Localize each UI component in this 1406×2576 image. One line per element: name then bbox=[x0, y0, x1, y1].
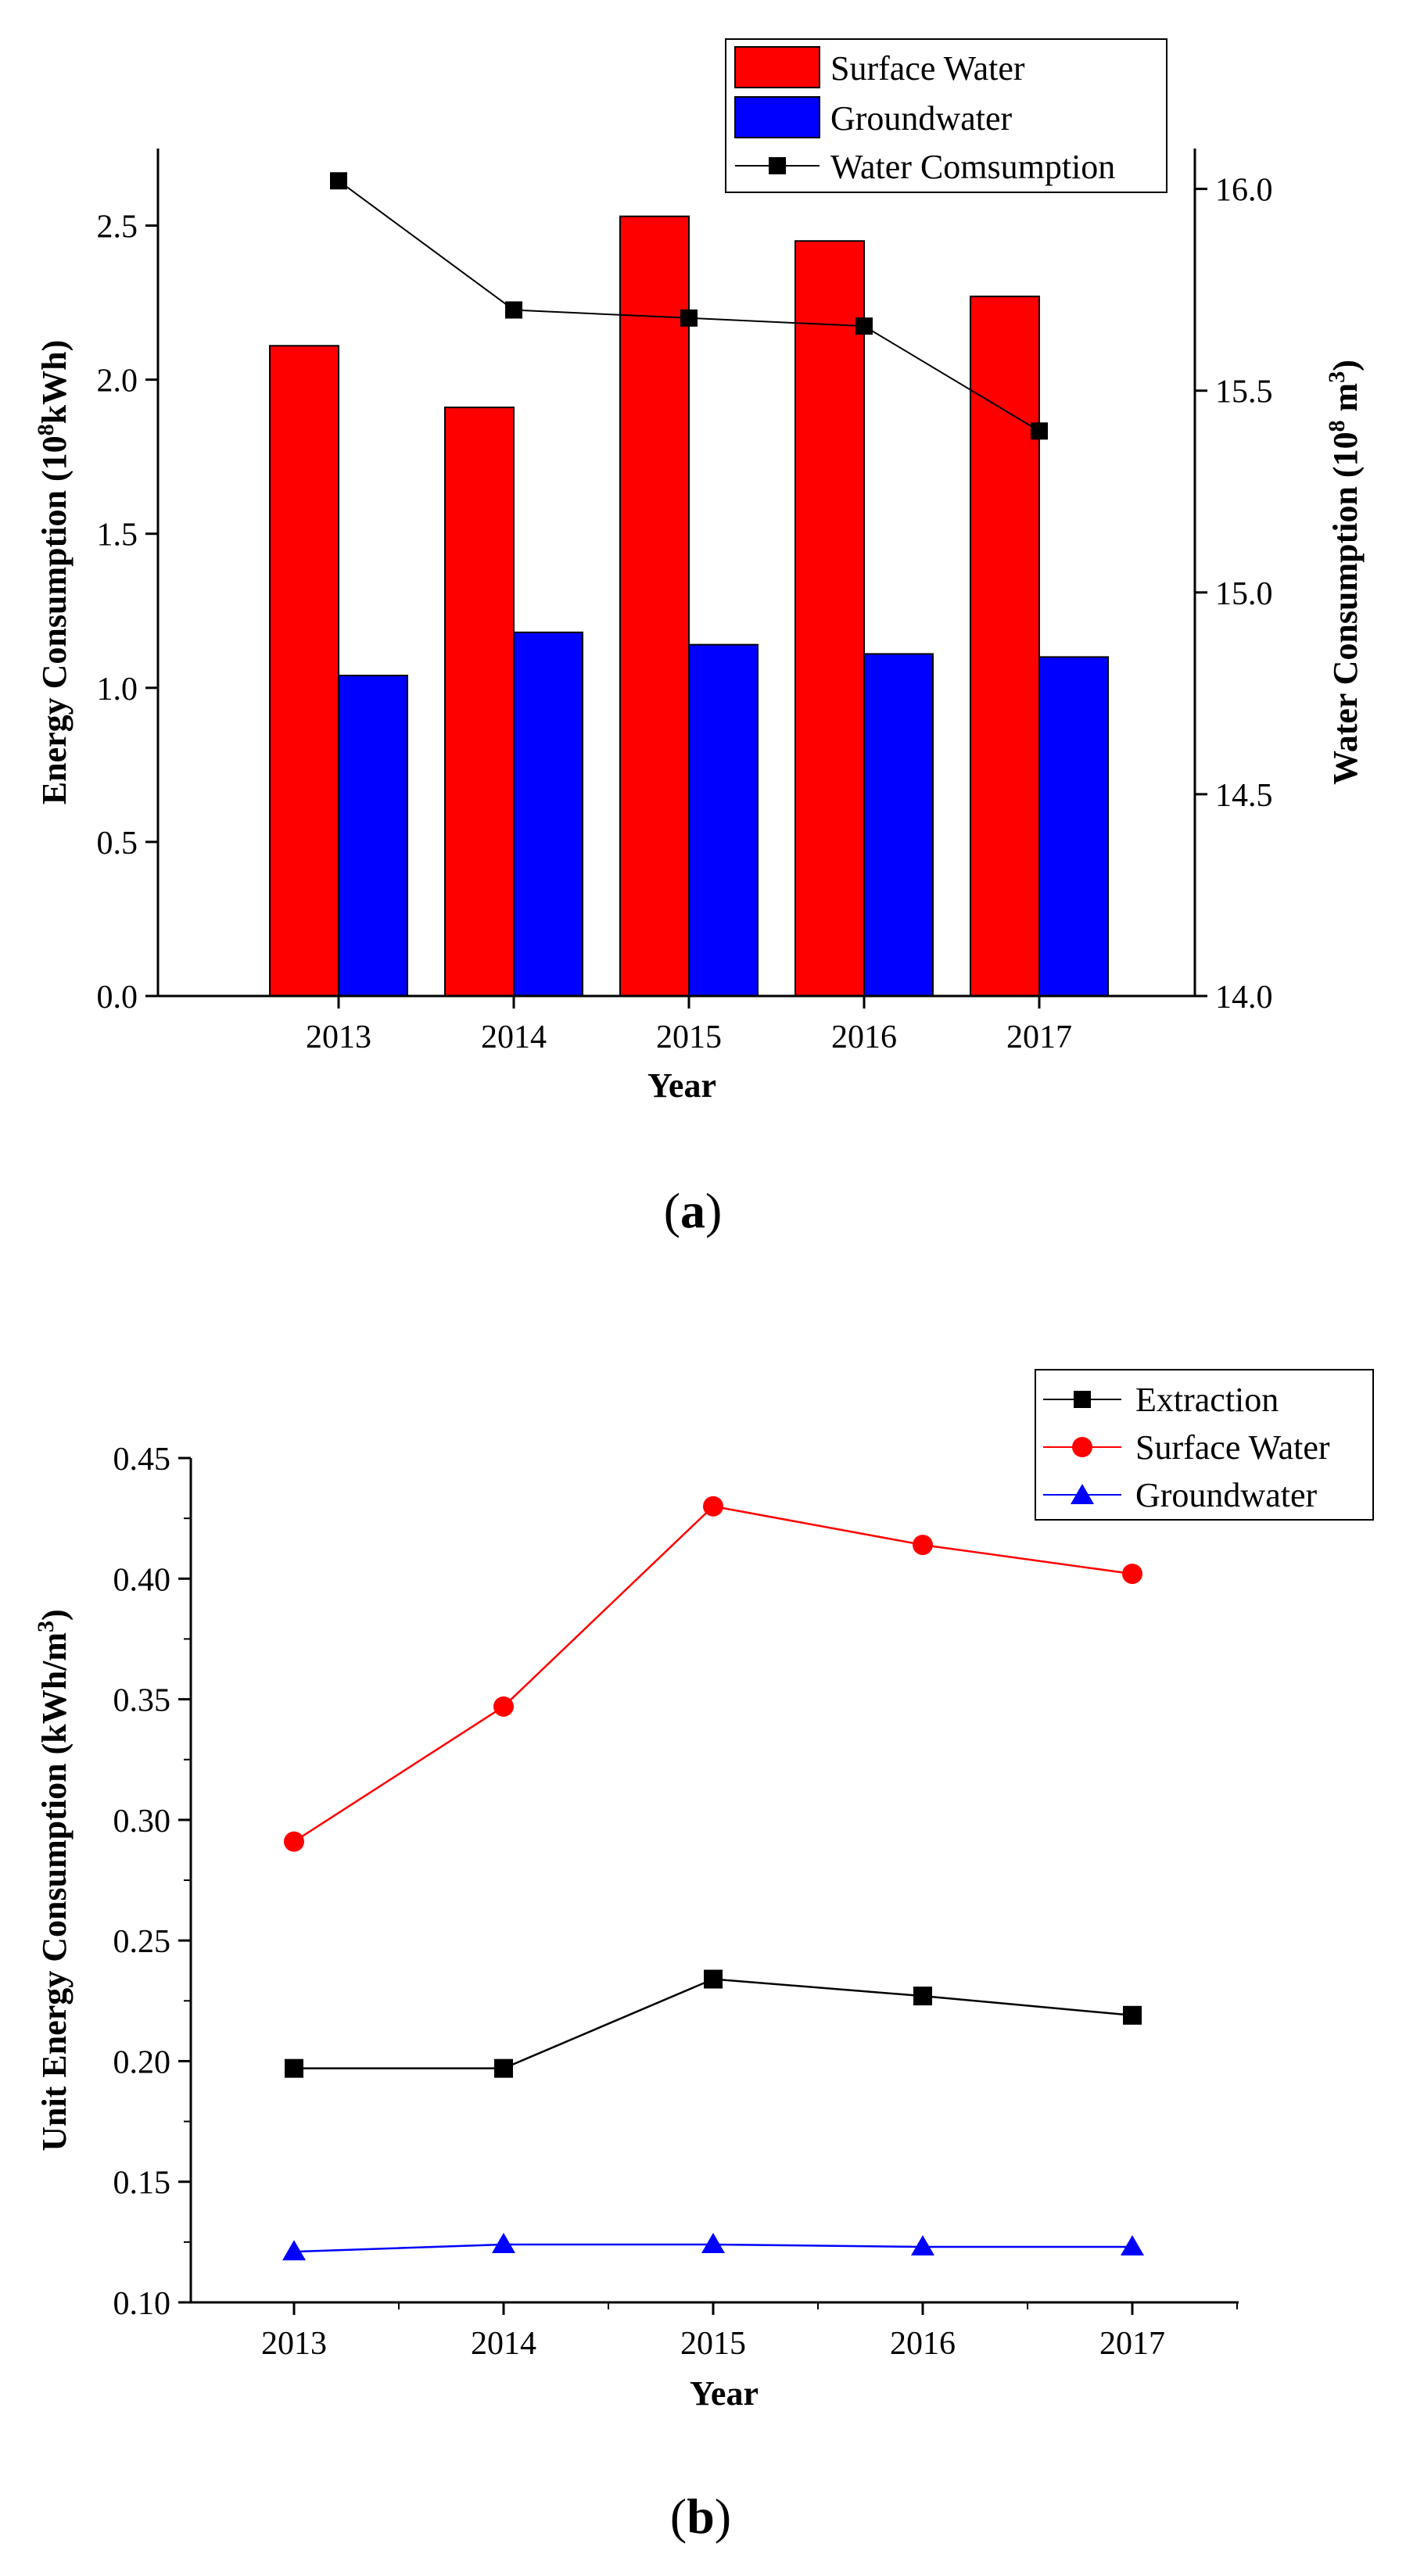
bar-groundwater-2015 bbox=[688, 643, 759, 998]
point-groundwater-2014 bbox=[492, 2232, 515, 2253]
panel-a-right-y-tick-label-14-5: 14.5 bbox=[1215, 778, 1273, 814]
panel-a-label: (a) bbox=[664, 1183, 723, 1238]
bar-surface-water-2013 bbox=[269, 345, 339, 997]
panel-a-left-y-tick-label-0-5: 0.5 bbox=[97, 826, 138, 862]
panel-a-legend-label-groundwater: Groundwater bbox=[830, 99, 1012, 138]
panel-b-y-tick-label-0-35: 0.35 bbox=[113, 1683, 171, 1719]
point-surface-water-2013 bbox=[284, 1831, 304, 1852]
panel-b-x-tick-label-2013: 2013 bbox=[261, 2326, 327, 2362]
panel-a-left-y-tick-label-2-5: 2.5 bbox=[97, 210, 138, 245]
panel-b-x-axis-title: Year bbox=[690, 2374, 759, 2413]
point-surface-water-2017 bbox=[1122, 1564, 1142, 1585]
point-water-comsumption-2017 bbox=[1031, 422, 1048, 440]
panel-a-legend-label-water-consumption: Water Comsumption bbox=[830, 148, 1115, 186]
panel-a-axes bbox=[156, 149, 1196, 998]
panel-b-chart: 2013 2014 2015 2016 2017 0.10 0.15 0.20 0.25 0.3… bbox=[33, 1369, 1374, 2544]
point-extraction-2015 bbox=[704, 1969, 723, 1989]
panel-b-legend-marker-groundwater bbox=[1071, 1484, 1094, 1504]
panel-a-right-y-ticks: 14.0 14.5 15.0 15.5 16.0 bbox=[1195, 173, 1273, 1016]
panel-a-left-y-ticks: 0.0 0.5 1.0 1.5 2.0 2.5 bbox=[97, 210, 158, 1016]
panel-a-x-tick-label-2014: 2014 bbox=[481, 1019, 547, 1055]
panel-a-left-y-tick-label-1-5: 1.5 bbox=[97, 518, 138, 554]
panel-a-x-ticks: 2013 2014 2015 2016 2017 bbox=[306, 996, 1072, 1055]
panel-a-left-y-tick-label-2-0: 2.0 bbox=[97, 364, 138, 399]
panel-b-legend-marker-extraction bbox=[1074, 1391, 1091, 1408]
bar-surface-water-2016 bbox=[794, 240, 865, 998]
panel-b-line-series bbox=[282, 1496, 1144, 2261]
point-surface-water-2015 bbox=[703, 1496, 723, 1517]
point-groundwater-2016 bbox=[911, 2235, 934, 2256]
panel-b-y-tick-label-0-40: 0.40 bbox=[113, 1562, 171, 1598]
point-water-comsumption-2015 bbox=[680, 309, 698, 327]
panel-b-x-tick-label-2014: 2014 bbox=[471, 2326, 536, 2362]
point-groundwater-2013 bbox=[282, 2240, 306, 2261]
panel-b-legend-label-groundwater: Groundwater bbox=[1135, 1476, 1317, 1514]
panel-a-legend-label-surface-water: Surface Water bbox=[830, 49, 1025, 88]
panel-b-x-tick-label-2017: 2017 bbox=[1099, 2326, 1165, 2362]
panel-a-x-axis-title: Year bbox=[647, 1066, 716, 1105]
panel-a-legend-swatch-surface-water bbox=[734, 46, 820, 88]
panel-a-left-y-axis-title: Energy Consumption (108kWh) bbox=[33, 340, 74, 804]
point-surface-water-2014 bbox=[493, 1696, 514, 1717]
point-surface-water-2016 bbox=[913, 1535, 933, 1556]
line-surface-water bbox=[293, 1505, 1133, 1843]
panel-b-y-axis-title: Unit Energy Consumption (kWh/m3) bbox=[33, 1609, 74, 2151]
panel-a-x-tick-label-2017: 2017 bbox=[1006, 1019, 1072, 1055]
panel-a-legend-marker-water-consumption bbox=[769, 157, 786, 174]
point-water-comsumption-2014 bbox=[505, 301, 522, 319]
panel-a-right-y-tick-label-16-0: 16.0 bbox=[1215, 173, 1273, 209]
panel-b-y-tick-label-0-45: 0.45 bbox=[113, 1442, 171, 1478]
bar-groundwater-2016 bbox=[863, 653, 934, 997]
bar-groundwater-2014 bbox=[513, 631, 583, 998]
point-groundwater-2017 bbox=[1121, 2235, 1144, 2256]
panel-a-legend: Surface Water Groundwater Water Comsumpt… bbox=[725, 38, 1167, 193]
panel-b-y-tick-label-0-15: 0.15 bbox=[113, 2166, 171, 2202]
panel-a-right-y-tick-label-15-0: 15.0 bbox=[1215, 576, 1273, 612]
panel-b-label: (b) bbox=[670, 2488, 731, 2544]
panel-a-left-y-tick-label-0-0: 0.0 bbox=[97, 980, 138, 1016]
panel-b-legend-label-extraction: Extraction bbox=[1135, 1381, 1279, 1419]
panel-a-right-y-tick-label-14-0: 14.0 bbox=[1215, 980, 1273, 1016]
panel-b-y-tick-label-0-25: 0.25 bbox=[113, 1924, 171, 1960]
panel-b-x-ticks: 2013 2014 2015 2016 2017 bbox=[261, 2302, 1238, 2362]
panel-a-legend-swatch-groundwater bbox=[734, 96, 820, 138]
panel-a-line-series bbox=[330, 172, 1048, 440]
bar-groundwater-2013 bbox=[338, 675, 408, 997]
panel-a-x-tick-label-2015: 2015 bbox=[656, 1019, 722, 1055]
panel-b-y-ticks: 0.10 0.15 0.20 0.25 0.30 0.35 0.40 0.45 bbox=[113, 1442, 191, 2322]
point-groundwater-2015 bbox=[701, 2232, 725, 2253]
bar-surface-water-2014 bbox=[444, 407, 515, 997]
point-extraction-2016 bbox=[913, 1987, 932, 2006]
panel-a-left-y-tick-label-1-0: 1.0 bbox=[97, 672, 138, 708]
panel-a-x-tick-label-2013: 2013 bbox=[306, 1019, 371, 1055]
panel-b-y-tick-label-0-20: 0.20 bbox=[113, 2044, 171, 2080]
panel-b-legend: Extraction Surface Water Groundwater bbox=[1035, 1369, 1374, 1521]
panel-b-y-tick-label-0-30: 0.30 bbox=[113, 1804, 171, 1840]
line-extraction bbox=[294, 1978, 1133, 2069]
panel-b-x-tick-label-2016: 2016 bbox=[890, 2326, 956, 2362]
point-water-comsumption-2013 bbox=[330, 172, 347, 190]
panel-b-x-tick-label-2015: 2015 bbox=[680, 2326, 746, 2362]
panel-b-y-tick-label-0-10: 0.10 bbox=[113, 2286, 171, 2322]
point-extraction-2013 bbox=[285, 2058, 303, 2078]
panel-b-axes bbox=[189, 1458, 1239, 2304]
panel-a-chart: 2013 2014 2015 2016 2017 0.00.51.01.52.02.5 … bbox=[33, 38, 1365, 1238]
point-extraction-2017 bbox=[1123, 2005, 1142, 2025]
panel-b-legend-marker-surface-water bbox=[1072, 1437, 1092, 1457]
panel-a-x-tick-label-2016: 2016 bbox=[831, 1019, 897, 1055]
bar-surface-water-2017 bbox=[970, 296, 1040, 997]
point-extraction-2014 bbox=[494, 2058, 513, 2078]
bar-surface-water-2015 bbox=[619, 215, 690, 998]
panel-b-legend-label-surface-water: Surface Water bbox=[1135, 1428, 1330, 1467]
panel-a-right-y-axis-title: Water Consumption (108 m3) bbox=[1324, 360, 1365, 785]
panel-a-right-y-tick-label-15-5: 15.5 bbox=[1215, 374, 1273, 410]
bar-groundwater-2017 bbox=[1038, 656, 1109, 998]
panel-a-bars bbox=[269, 215, 1109, 998]
point-water-comsumption-2016 bbox=[855, 317, 873, 335]
